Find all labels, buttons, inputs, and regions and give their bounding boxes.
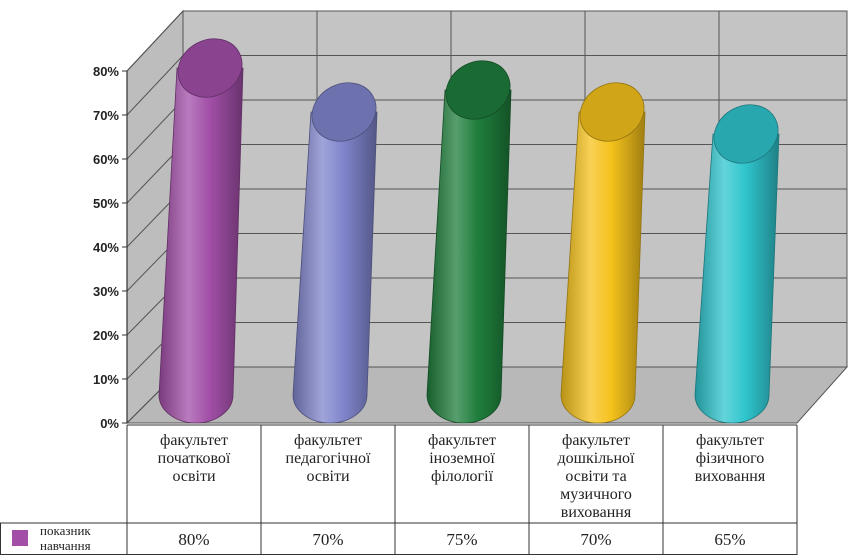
data-label: 65%: [714, 530, 745, 549]
category-label: факультет дошкільної освіти та музичного вих…: [558, 432, 636, 521]
category-label-line: факультет: [562, 432, 630, 449]
legend-label: показник навчання: [40, 523, 91, 553]
category-label-line: факультет: [294, 432, 362, 449]
data-table-grid: [0, 424, 798, 555]
category-label-line: філології: [431, 468, 494, 485]
cylinder-top: [445, 60, 511, 120]
category-label-line: педагогічної: [286, 450, 371, 467]
category-label-line: виховання: [561, 504, 632, 521]
legend-swatch: [12, 530, 28, 546]
category-label-line: освіти: [306, 468, 349, 485]
cylinder-bar: [560, 82, 646, 424]
cylinder-bar: [158, 38, 244, 424]
cylinder-top: [713, 104, 779, 164]
data-label: 70%: [312, 530, 343, 549]
category-label-line: іноземної: [429, 450, 495, 467]
cylinder-top: [579, 82, 645, 142]
cylinder-body: [292, 111, 378, 424]
cylinder-top: [311, 82, 377, 142]
y-tick-label: 30%: [93, 284, 119, 299]
cylinder-body: [560, 111, 646, 424]
category-label: факультет педагогічної освіти: [286, 432, 371, 485]
legend-label-line: навчання: [40, 538, 91, 553]
category-label-line: факультет: [160, 432, 228, 449]
y-tick-label: 20%: [93, 328, 119, 343]
gridline-side: [126, 99, 184, 160]
y-tick-label: 10%: [93, 372, 119, 387]
bars: [158, 38, 780, 424]
legend-label-line: показник: [40, 523, 91, 538]
y-tick-label: 0%: [100, 416, 119, 431]
y-tick-label: 70%: [93, 108, 119, 123]
data-label: 75%: [446, 530, 477, 549]
y-tick-label: 60%: [93, 152, 119, 167]
category-label: факультет фізичного виховання: [695, 432, 766, 485]
data-label: 80%: [178, 530, 209, 549]
category-label: факультет початкової освіти: [158, 432, 231, 485]
y-tick-label: 80%: [93, 64, 119, 79]
category-label-line: виховання: [695, 468, 766, 485]
gridline-side: [126, 10, 184, 72]
cylinder-body: [426, 89, 512, 424]
cylinder-body: [694, 133, 780, 424]
category-label-line: фізичного: [696, 450, 764, 467]
gridline-side: [126, 55, 184, 116]
cylinder-top: [177, 38, 243, 98]
cylinder-bar: [426, 60, 512, 424]
cylinder-body: [158, 67, 244, 424]
category-label-line: музичного: [560, 486, 632, 503]
y-axis: 0% 10% 20% 30% 40% 50% 60% 70% 80%: [93, 64, 128, 431]
cylinder-bar: [292, 82, 378, 424]
category-label-line: дошкільної: [558, 450, 636, 467]
category-label-line: освіти та: [565, 468, 626, 485]
y-tick-label: 40%: [93, 240, 119, 255]
cylinder-bar: [694, 104, 780, 424]
data-label: 70%: [580, 530, 611, 549]
y-tick-label: 50%: [93, 196, 119, 211]
category-label-line: початкової: [158, 450, 231, 467]
category-label-line: освіти: [172, 468, 215, 485]
category-label-line: факультет: [428, 432, 496, 449]
category-label: факультет іноземної філології: [428, 432, 496, 485]
category-label-line: факультет: [696, 432, 764, 449]
